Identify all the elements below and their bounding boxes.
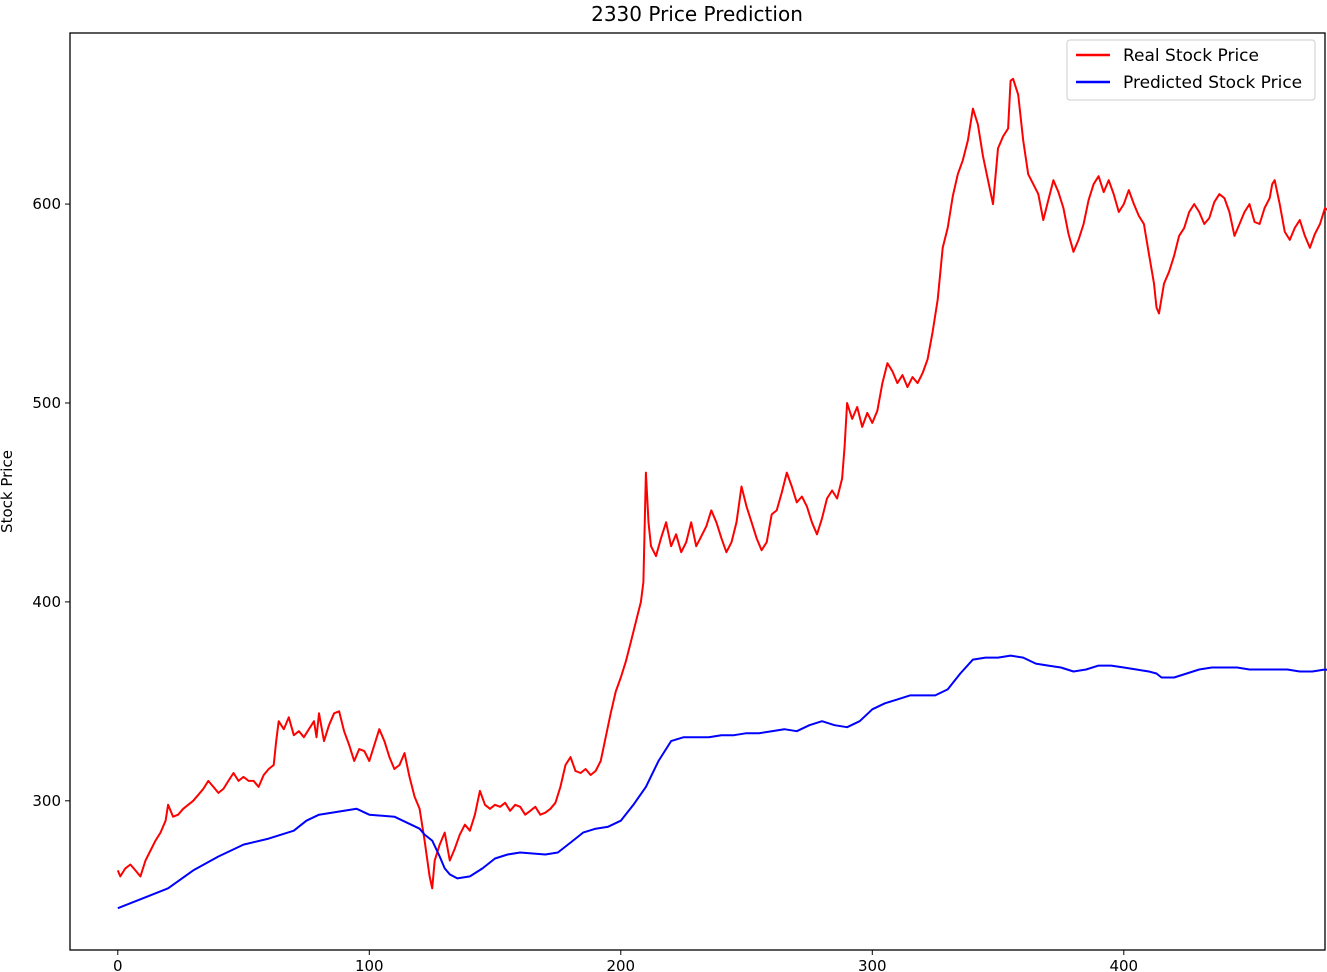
tick-layer: 300 400 500 600 0 100 200 300 400	[32, 195, 1138, 972]
y-tick-label: 600	[32, 195, 61, 213]
series-line-real	[116, 77, 1327, 890]
x-tick-label: 100	[355, 957, 384, 972]
y-tick-label: 300	[32, 792, 61, 810]
legend-box	[1066, 39, 1316, 101]
x-tick-label: 0	[113, 957, 123, 972]
x-tick-label: 300	[858, 957, 887, 972]
y-tick-label: 400	[32, 593, 61, 611]
x-tick-label: 400	[1109, 957, 1138, 972]
series-layer	[116, 77, 1327, 910]
series-line-predicted	[117, 654, 1327, 910]
chart-title: 2330 Price Prediction	[591, 2, 803, 26]
x-tick-label: 200	[606, 957, 635, 972]
y-axis-label: Stock Price	[0, 450, 16, 533]
y-tick-label: 500	[32, 394, 61, 412]
plot-frame	[69, 32, 1326, 951]
legend-label-real: Real Stock Price	[1123, 46, 1259, 66]
legend-label-predicted: Predicted Stock Price	[1123, 73, 1302, 93]
legend: Real Stock Price Predicted Stock Price	[1066, 39, 1316, 101]
